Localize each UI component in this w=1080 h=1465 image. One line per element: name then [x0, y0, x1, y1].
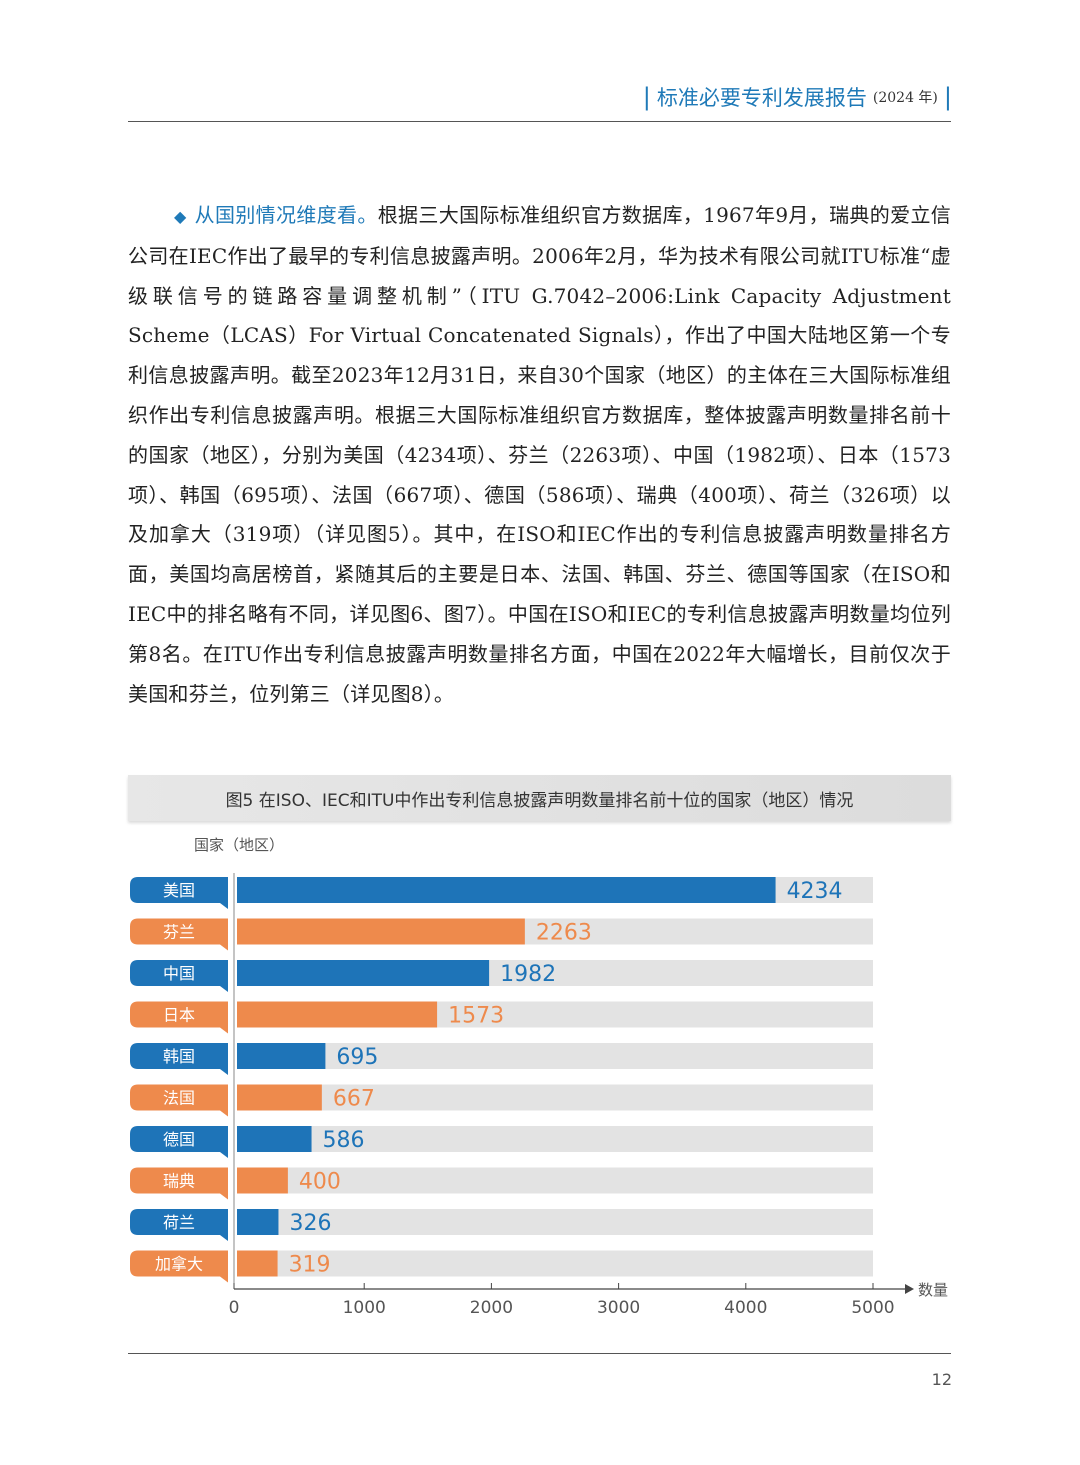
header-bar-left: |	[642, 83, 651, 111]
x-axis-arrow-icon	[905, 1284, 914, 1294]
category-tag	[130, 1167, 228, 1200]
x-tick-label: 5000	[851, 1298, 894, 1318]
diamond-bullet-icon: ◆	[174, 207, 187, 226]
bar	[237, 1167, 288, 1194]
bar-track	[237, 1250, 873, 1277]
category-tag	[130, 1209, 228, 1241]
category-label: 荷兰	[163, 1213, 195, 1232]
category-label: 韩国	[163, 1047, 195, 1066]
bar	[237, 877, 776, 903]
category-tag	[130, 1084, 228, 1117]
report-title: 标准必要专利发展报告	[656, 86, 867, 110]
data-label: 319	[289, 1253, 331, 1278]
category-tag	[130, 1001, 228, 1034]
data-label: 4234	[787, 879, 843, 904]
data-label: 586	[323, 1128, 365, 1153]
category-label: 法国	[163, 1089, 195, 1108]
category-tag	[130, 918, 228, 951]
x-tick-label: 4000	[724, 1298, 767, 1318]
x-tick-label: 2000	[470, 1298, 513, 1318]
header-bar-right: |	[943, 83, 952, 111]
data-label: 695	[336, 1045, 378, 1070]
bar	[237, 1043, 326, 1069]
bar	[237, 1084, 322, 1111]
bar	[237, 918, 525, 945]
data-label: 326	[289, 1211, 331, 1236]
data-label: 1982	[500, 962, 556, 987]
category-tag	[130, 960, 228, 992]
x-axis-title: 数量	[918, 1281, 948, 1299]
category-label: 芬兰	[163, 923, 195, 942]
category-label: 瑞典	[163, 1172, 195, 1191]
category-tag	[130, 1250, 228, 1283]
footer-rule	[128, 1353, 951, 1354]
y-axis-title: 国家（地区）	[194, 836, 285, 854]
category-tag	[130, 1043, 228, 1075]
data-label: 1573	[448, 1004, 504, 1029]
category-label: 加拿大	[155, 1255, 203, 1274]
category-tag	[130, 877, 228, 909]
category-label: 日本	[163, 1006, 195, 1025]
figure-caption: 图5 在ISO、IEC和ITU中作出专利信息披露声明数量排名前十位的国家（地区）…	[128, 775, 951, 821]
category-label: 德国	[163, 1130, 195, 1149]
data-label: 2263	[536, 921, 592, 946]
x-tick-label: 3000	[597, 1298, 640, 1318]
data-label: 667	[333, 1087, 375, 1112]
bar-track	[237, 1043, 873, 1069]
data-label: 400	[299, 1170, 341, 1195]
x-tick-label: 0	[229, 1298, 240, 1318]
category-tag	[130, 1126, 228, 1158]
header-rule	[128, 121, 951, 122]
body-paragraph: ◆ 从国别情况维度看。根据三大国际标准组织官方数据库，1967年9月，瑞典的爱立信…	[128, 196, 951, 714]
category-label: 中国	[163, 964, 195, 983]
bar	[237, 1250, 278, 1277]
paragraph-text: 根据三大国际标准组织官方数据库，1967年9月，瑞典的爱立信公司在IEC作出了最…	[128, 203, 951, 706]
bar-track	[237, 1126, 873, 1152]
bar	[237, 1126, 312, 1152]
bar	[237, 960, 490, 986]
page-number: 12	[931, 1370, 952, 1389]
bar	[237, 1209, 279, 1235]
category-label: 美国	[163, 881, 195, 900]
bar-track	[237, 1209, 873, 1235]
paragraph-lead: 从国别情况维度看。	[194, 203, 378, 227]
running-header: | 标准必要专利发展报告 (2024 年) |	[643, 80, 952, 114]
bar	[237, 1001, 438, 1028]
report-year: (2024 年)	[872, 90, 938, 106]
bar-track	[237, 1167, 873, 1194]
bar-track	[237, 1084, 873, 1111]
x-tick-label: 1000	[343, 1298, 386, 1318]
